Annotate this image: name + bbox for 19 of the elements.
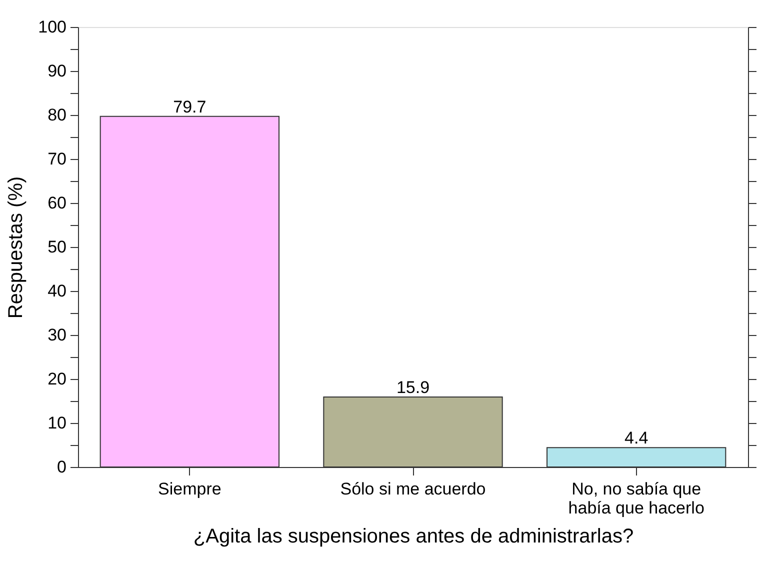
y-axis-title: Respuestas (%) (5, 176, 28, 319)
y-tick-label: 0 (57, 458, 66, 476)
x-tick-label: Sólo si me acuerdo (340, 480, 486, 498)
data-label: 15.9 (396, 378, 430, 398)
y-tick-label: 90 (48, 62, 66, 80)
x-tick-label: Siempre (158, 480, 222, 498)
y-tick-label: 70 (48, 150, 66, 168)
data-label: 79.7 (173, 97, 206, 116)
x-tick-label: No, no sabía que había que hacerlo (568, 480, 704, 518)
y-tick-label: 30 (48, 326, 66, 344)
y-tick-label: 40 (48, 282, 66, 300)
y-tick-label: 80 (48, 106, 66, 124)
y-tick-label: 50 (48, 238, 66, 256)
y-tick-label: 20 (48, 370, 66, 388)
data-label: 4.4 (624, 428, 648, 448)
x-axis-title: ¿Agita las suspensiones antes de administrarlas? (193, 526, 634, 548)
y-tick-label: 10 (48, 414, 66, 432)
y-tick-label: 100 (38, 18, 66, 36)
y-tick-label: 60 (48, 194, 66, 212)
